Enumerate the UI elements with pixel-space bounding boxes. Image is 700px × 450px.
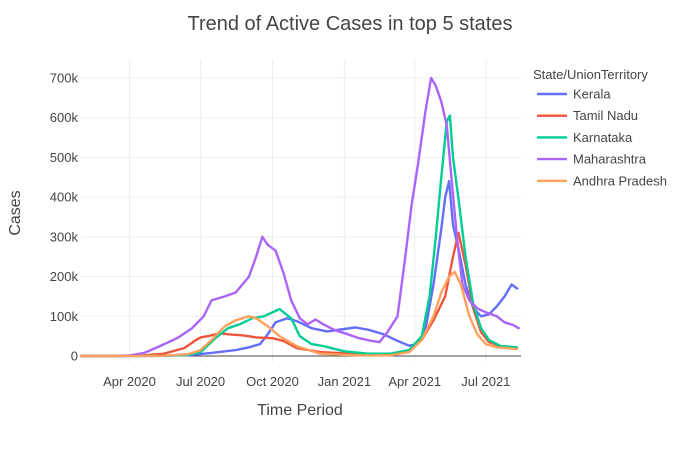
y-tick-label: 400k	[50, 190, 79, 205]
legend-label-maharashtra: Maharashtra	[573, 152, 647, 167]
y-tick-label: 200k	[50, 269, 79, 284]
y-axis-title: Cases	[7, 190, 24, 235]
x-tick-label: Jul 2020	[176, 374, 225, 389]
series-line-andhra-pradesh	[79, 270, 519, 358]
y-tick-label: 500k	[50, 150, 79, 165]
series-line-maharashtra	[79, 76, 520, 358]
series-line-karnataka	[79, 114, 519, 358]
x-axis-ticks: Apr 2020 Jul 2020 Oct 2020 Jan 2021 Apr 2021…	[103, 374, 510, 389]
x-tick-label: Oct 2020	[246, 374, 299, 389]
x-tick-label: Jan 2021	[318, 374, 372, 389]
x-tick-label: Apr 2021	[388, 374, 441, 389]
gridlines	[81, 60, 521, 362]
legend-label-andhra-pradesh: Andhra Pradesh	[573, 173, 667, 188]
legend-label-kerala: Kerala	[573, 87, 611, 102]
series-line-tamil-nadu	[79, 231, 519, 358]
series-lines	[79, 76, 520, 358]
legend-label-karnataka: Karnataka	[573, 130, 633, 145]
y-tick-label: 0	[71, 349, 78, 364]
y-tick-label: 600k	[50, 110, 79, 125]
legend-title: State/UnionTerritory	[533, 67, 648, 82]
x-tick-label: Jul 2021	[461, 374, 510, 389]
legend: State/UnionTerritory Kerala Tamil Nadu Kar…	[533, 67, 667, 188]
x-axis-title: Time Period	[257, 402, 343, 419]
x-tick-label: Apr 2020	[103, 374, 156, 389]
y-tick-label: 300k	[50, 229, 79, 244]
chart-title: Trend of Active Cases in top 5 states	[188, 13, 513, 35]
y-axis-ticks: 0 100k 200k 300k 400k 500k 600k 700k	[50, 70, 79, 363]
y-tick-label: 100k	[50, 309, 79, 324]
y-tick-label: 700k	[50, 70, 79, 85]
legend-label-tamil-nadu: Tamil Nadu	[573, 108, 638, 123]
